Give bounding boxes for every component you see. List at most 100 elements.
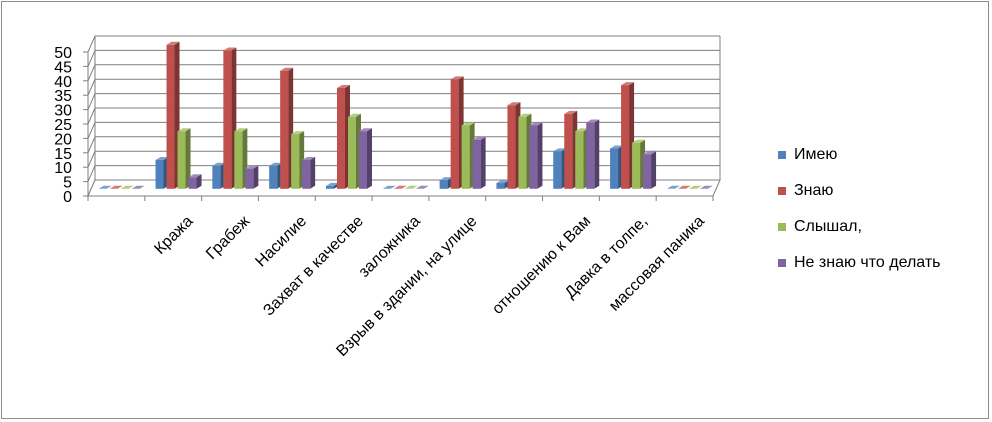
legend-swatch-znayu [778, 187, 786, 195]
bar-top [529, 122, 543, 126]
bar [212, 165, 221, 189]
legend-label-imeyu: Имею [794, 146, 838, 163]
bar-top [212, 162, 226, 166]
bar-top [643, 151, 657, 155]
bar [553, 151, 562, 189]
y-tick-label: 5 [63, 175, 72, 192]
bar-top [632, 139, 646, 143]
bar-top [507, 102, 521, 106]
bar [643, 154, 652, 189]
bar-top [358, 128, 372, 132]
y-tick-label: 20 [54, 131, 72, 148]
bar-top [610, 145, 624, 149]
bar-side [594, 119, 600, 189]
gridline-side [87, 93, 96, 110]
bar-top [496, 180, 510, 184]
legend-item-slyshal: Слышал, [778, 217, 862, 237]
gridline-side [87, 136, 96, 154]
bar-top [518, 113, 532, 117]
y-tick-label: 30 [54, 103, 72, 120]
bar [325, 185, 334, 189]
bar-side [310, 157, 316, 189]
legend-swatch-imeyu [778, 151, 786, 159]
bar-top [98, 185, 112, 189]
bar-top [188, 174, 202, 178]
bar [507, 105, 516, 189]
legend-item-imeyu: Имею [778, 145, 837, 165]
gridline-side [87, 107, 96, 125]
bar-side [537, 122, 543, 189]
gridline-side [87, 35, 96, 53]
bar-top [575, 128, 589, 132]
bar-top [461, 122, 475, 126]
gridline-side [87, 150, 96, 168]
bar [155, 160, 164, 189]
bar-top [223, 47, 237, 51]
bar-side [185, 128, 191, 189]
bar [564, 113, 573, 189]
gridline-side [87, 50, 96, 67]
bar [586, 122, 595, 189]
bar-top [280, 67, 294, 71]
bar [461, 125, 470, 189]
y-tick-label: 25 [54, 117, 72, 134]
bar-top [699, 185, 713, 189]
x-tick-label: Кража [151, 213, 196, 258]
bar-top [336, 85, 350, 88]
bar-top [291, 131, 305, 135]
bar [177, 131, 186, 189]
legend-label-slyshal: Слышал, [794, 218, 862, 235]
bar-top [564, 110, 578, 114]
legend-label-znayu: Знаю [794, 182, 834, 199]
bar-top [677, 185, 691, 189]
y-tick-label: 35 [54, 88, 72, 105]
bar [610, 148, 619, 189]
x-tick-label: массовая паника [606, 213, 708, 315]
bar-top [155, 157, 169, 160]
bar-top [245, 165, 259, 169]
y-tick-label: 10 [54, 160, 72, 177]
gridline-side [87, 78, 96, 96]
legend-item-znayu: Знаю [778, 181, 833, 201]
y-tick-label: 40 [54, 74, 72, 91]
bar-side [253, 165, 259, 189]
bar-top [553, 148, 567, 152]
bar [188, 177, 197, 189]
bar [529, 125, 538, 189]
bar [166, 44, 175, 189]
bar [245, 168, 254, 189]
bar-top [404, 185, 418, 189]
bar-top [393, 185, 407, 189]
bar [234, 131, 243, 189]
bar [496, 183, 505, 189]
bar-top [382, 185, 396, 189]
bar-top [621, 82, 635, 86]
bar [632, 142, 641, 189]
y-tick-label: 15 [54, 146, 72, 163]
gridline-side [87, 64, 96, 82]
bar [450, 79, 459, 189]
bar [439, 180, 448, 189]
legend-label-ne-znayu: Не знаю что делать [794, 254, 941, 271]
bar-top [177, 128, 191, 132]
bar-top [109, 185, 123, 189]
bar-top [302, 157, 316, 160]
bar [621, 85, 630, 189]
x-tick-label: Насилие [252, 213, 310, 271]
gridline-side [87, 122, 96, 139]
bar-side [366, 128, 372, 189]
bar-top [131, 185, 145, 189]
bar [269, 165, 278, 189]
bar-top [450, 76, 464, 80]
bar-top [347, 113, 361, 117]
y-tick-label: 45 [54, 59, 72, 76]
bar [223, 50, 232, 189]
x-tick-label: Захват в качестве [260, 213, 367, 320]
bar-side [651, 151, 657, 189]
bar-top [666, 185, 680, 189]
bar-side [480, 136, 486, 189]
bar-top [234, 128, 248, 132]
gridline-side [87, 165, 96, 182]
bar [358, 131, 367, 189]
